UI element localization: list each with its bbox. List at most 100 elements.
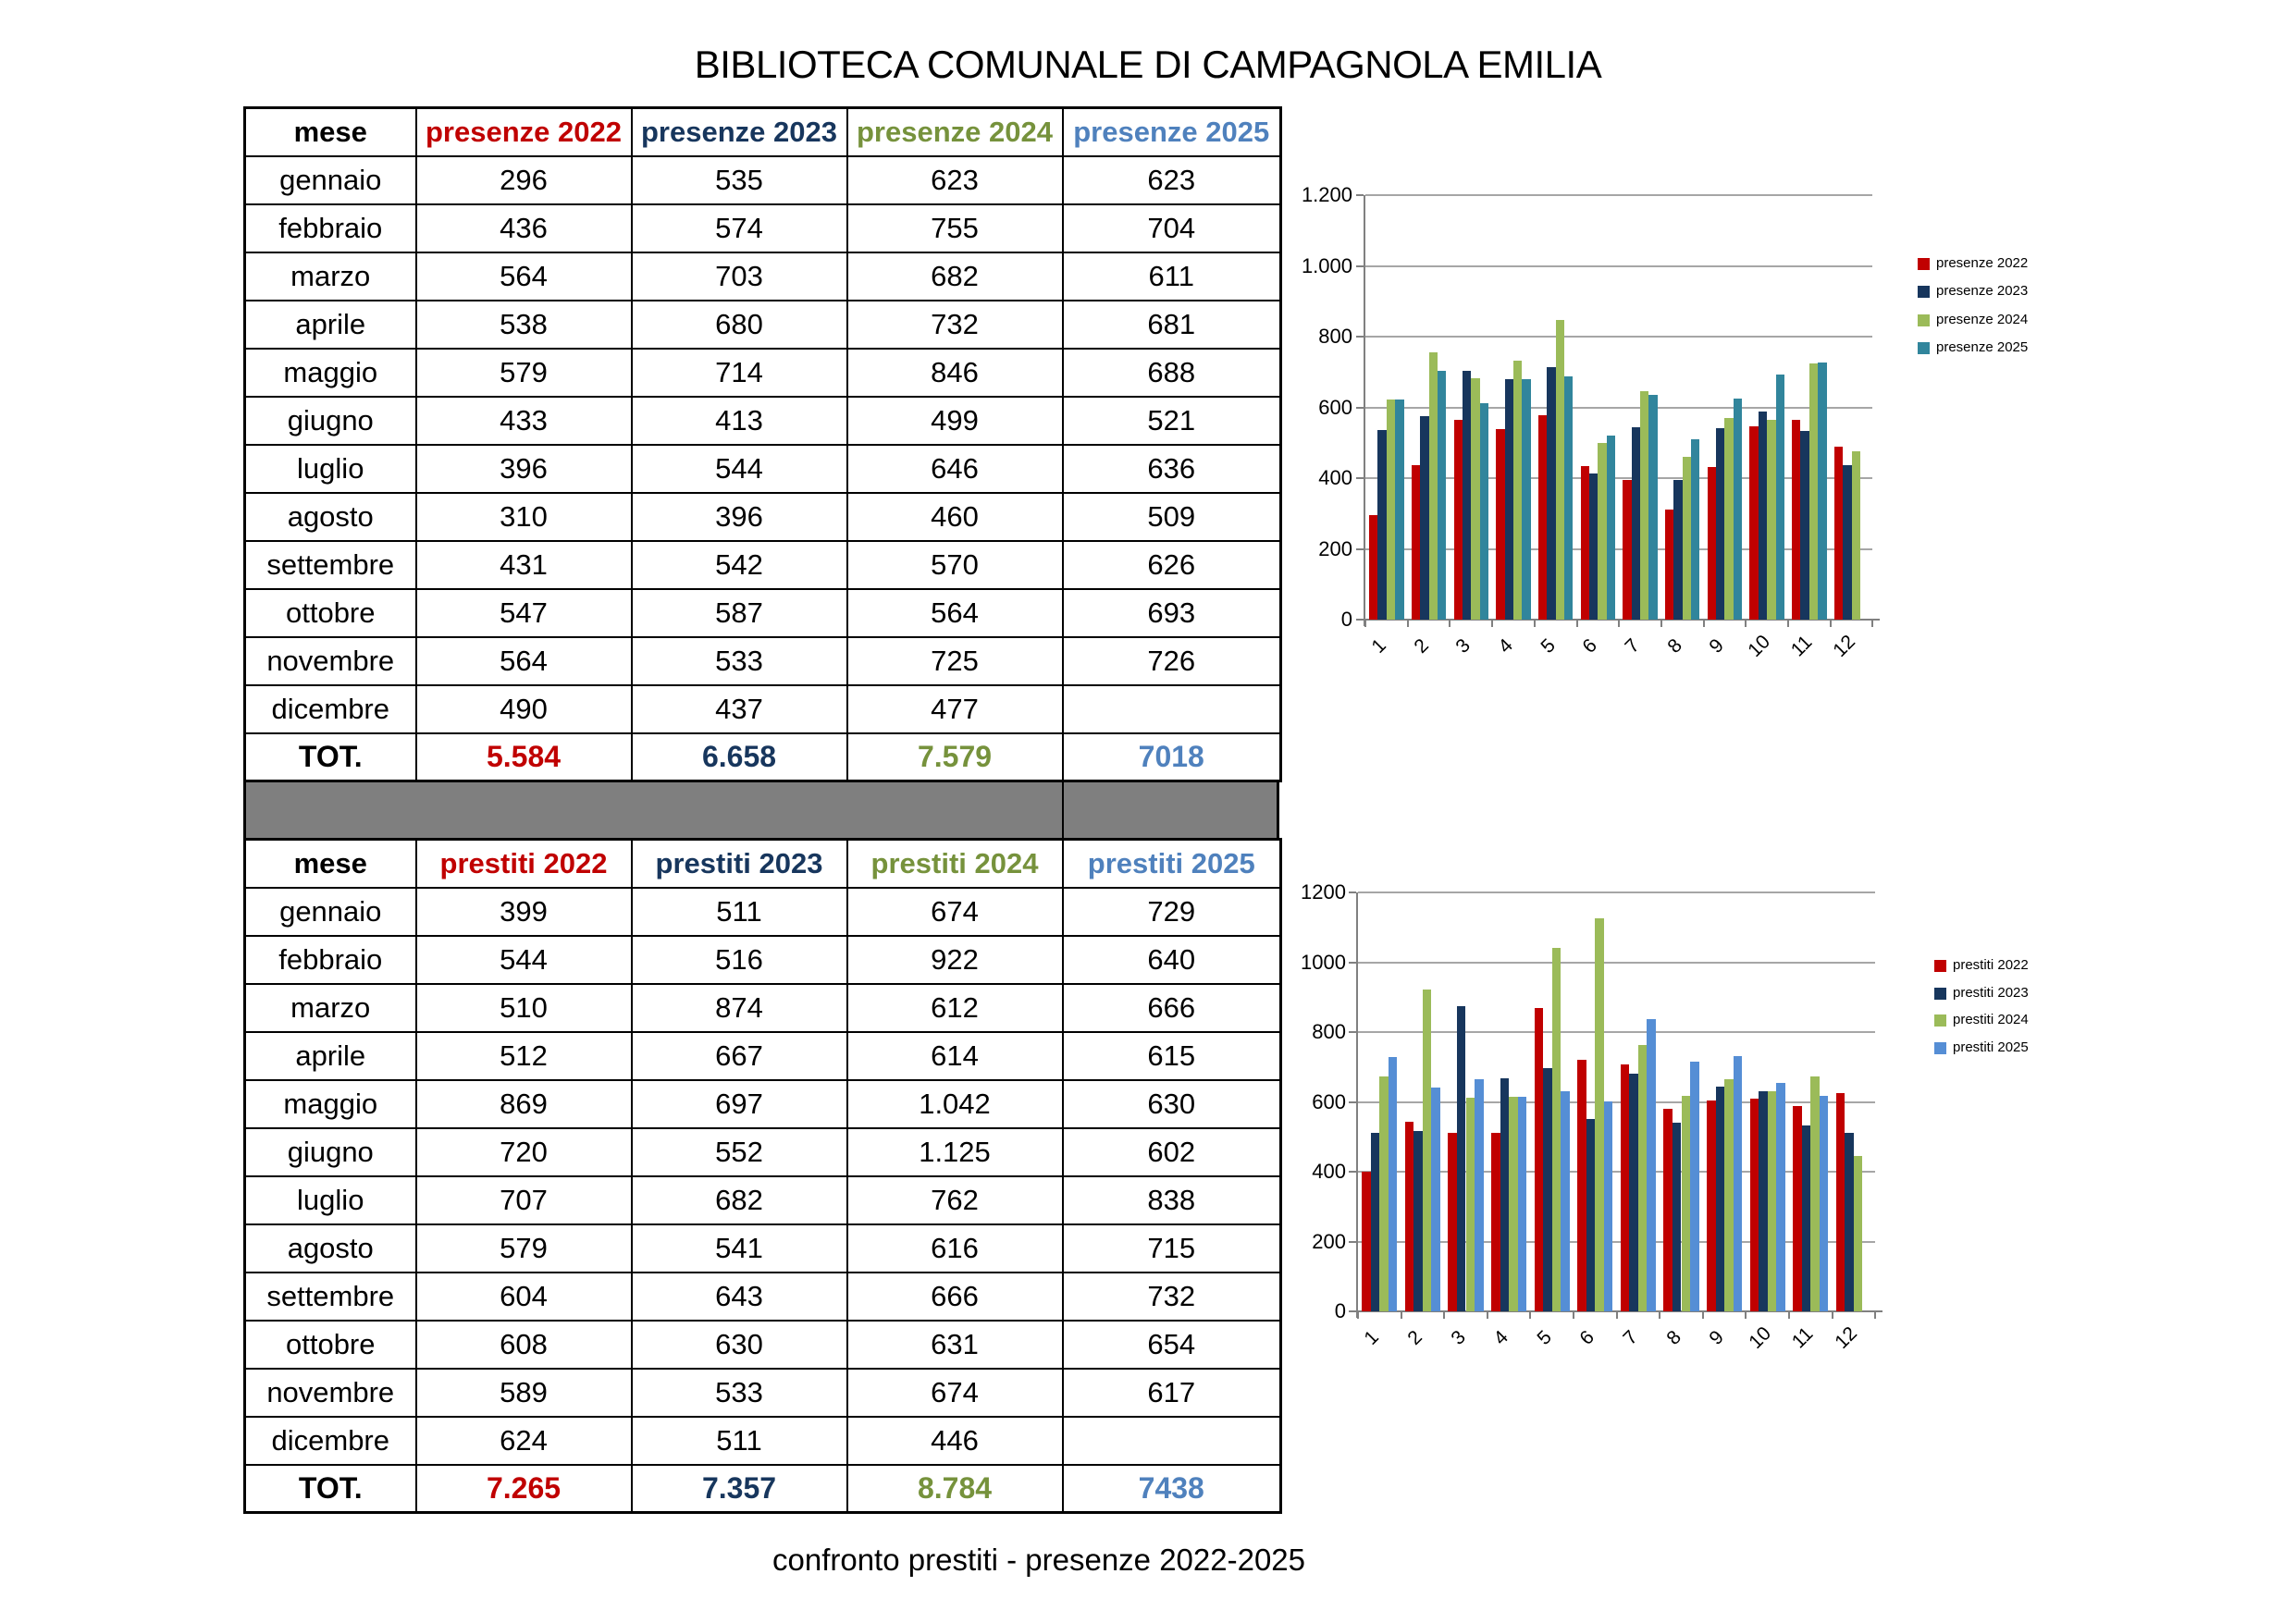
value-cell: 310: [414, 491, 633, 542]
page-title: BIBLIOTECA COMUNALE DI CAMPAGNOLA EMILIA: [694, 43, 1602, 86]
value-cell: 499: [846, 395, 1064, 446]
x-axis-category-label: 1: [1360, 1326, 1384, 1349]
value-cell: 674: [846, 886, 1064, 937]
bar-prestiti-2025-m7: [1647, 1018, 1656, 1311]
bar-presenze-2023-m1: [1377, 430, 1387, 620]
value-cell: 552: [630, 1126, 848, 1177]
table-prestiti: mese prestiti 2022 prestiti 2023 prestiti 2…: [243, 838, 1282, 1514]
bar-prestiti-2024-m12: [1853, 1155, 1863, 1311]
bar-presenze-2023-m4: [1504, 378, 1513, 620]
bar-prestiti-2023-m6: [1586, 1118, 1596, 1311]
value-cell: 704: [1061, 203, 1282, 253]
month-cell: novembre: [243, 635, 417, 686]
y-gridline: [1365, 194, 1873, 196]
month-cell: ottobre: [243, 1319, 417, 1370]
x-axis-category-label: 11: [1788, 1322, 1818, 1353]
bar-presenze-2024-m1: [1386, 399, 1396, 620]
legend-label: prestiti 2022: [1953, 957, 2029, 973]
bar-prestiti-2025-m1: [1388, 1056, 1398, 1311]
value-cell: 631: [846, 1319, 1064, 1370]
y-axis-tick-label: 0: [1340, 608, 1352, 631]
x-axis-category-label: 10: [1744, 1322, 1775, 1354]
y-axis-tick: [1349, 961, 1356, 964]
legend-label: prestiti 2023: [1953, 984, 2029, 1001]
bar-prestiti-2023-m1: [1370, 1133, 1380, 1311]
column-header: presenze 2023: [630, 106, 848, 157]
value-cell: 630: [1061, 1078, 1282, 1129]
total-value: 7.579: [846, 732, 1064, 782]
total-row: TOT. 7.265 7.357 8.784 7438: [243, 1463, 1282, 1514]
y-axis-tick-label: 800: [1318, 325, 1352, 348]
value-cell: 511: [630, 1415, 848, 1466]
value-cell: 608: [414, 1319, 633, 1370]
value-cell: 646: [846, 443, 1064, 494]
value-cell: 654: [1061, 1319, 1282, 1370]
y-axis-tick: [1356, 336, 1364, 338]
value-cell: 922: [846, 934, 1064, 985]
table-header-row: mese prestiti 2022 prestiti 2023 prestiti 2…: [243, 838, 1282, 889]
bar-presenze-2025-m5: [1564, 375, 1574, 620]
value-cell: 715: [1061, 1223, 1282, 1273]
bar-presenze-2024-m3: [1471, 378, 1480, 620]
value-cell: 413: [630, 395, 848, 446]
table-row: marzo 564 703 682 611: [243, 251, 1282, 301]
x-axis-tick: [1829, 620, 1832, 627]
column-header: presenze 2022: [414, 106, 633, 157]
y-axis-tick: [1356, 194, 1364, 196]
value-cell: 614: [846, 1030, 1064, 1081]
x-axis-tick: [1443, 1311, 1446, 1319]
month-cell: giugno: [243, 1126, 417, 1177]
month-cell: dicembre: [243, 683, 417, 734]
value-cell: 516: [630, 934, 848, 985]
legend-swatch-prestiti-2025: [1934, 1042, 1946, 1055]
value-cell: 643: [630, 1271, 848, 1322]
y-axis-tick: [1349, 1031, 1356, 1033]
table-row: aprile 512 667 614 615: [243, 1030, 1282, 1081]
y-axis-tick: [1349, 1310, 1356, 1312]
bar-prestiti-2025-m10: [1776, 1083, 1785, 1311]
total-value: 6.658: [630, 732, 848, 782]
y-gridline: [1365, 264, 1873, 267]
x-axis-category-label: 3: [1446, 1326, 1470, 1349]
value-cell: 446: [846, 1415, 1064, 1466]
bar-prestiti-2024-m3: [1465, 1097, 1475, 1311]
month-cell: agosto: [243, 491, 417, 542]
legend-label: prestiti 2024: [1953, 1012, 2029, 1028]
x-axis-tick: [1745, 1311, 1747, 1319]
month-cell: luglio: [243, 443, 417, 494]
y-axis-tick: [1349, 1171, 1356, 1173]
bar-presenze-2022-m8: [1665, 510, 1674, 620]
x-axis-tick: [1573, 1311, 1574, 1319]
total-value: 8.784: [846, 1463, 1064, 1514]
bar-presenze-2022-m1: [1369, 514, 1378, 620]
x-axis-tick: [1871, 620, 1874, 627]
value-cell: 564: [414, 635, 633, 686]
legend-label: prestiti 2025: [1953, 1039, 2029, 1056]
value-cell: 682: [846, 251, 1064, 301]
value-cell: 688: [1061, 347, 1282, 398]
bar-prestiti-2022-m1: [1362, 1172, 1371, 1311]
month-cell: ottobre: [243, 587, 417, 638]
bar-presenze-2024-m6: [1598, 443, 1607, 620]
legend-swatch-presenze-2023: [1918, 286, 1930, 299]
column-header: prestiti 2025: [1061, 838, 1282, 889]
y-axis-tick-label: 400: [1318, 466, 1352, 489]
bar-prestiti-2022-m7: [1620, 1064, 1630, 1311]
value-cell: 460: [846, 491, 1064, 542]
value-cell: 762: [846, 1174, 1064, 1225]
table-row: febbraio 544 516 922 640: [243, 934, 1282, 985]
column-header: presenze 2025: [1061, 106, 1282, 157]
bar-presenze-2023-m6: [1588, 473, 1599, 620]
x-axis-category-label: 2: [1403, 1326, 1426, 1349]
value-cell: 674: [846, 1367, 1064, 1418]
table-row: agosto 310 396 460 509: [243, 491, 1282, 542]
bar-prestiti-2025-m3: [1475, 1078, 1484, 1311]
value-cell: 726: [1061, 635, 1282, 686]
value-cell: 564: [414, 251, 633, 301]
total-label: TOT.: [243, 1463, 417, 1514]
total-value: 7.357: [630, 1463, 848, 1514]
table-row: luglio 707 682 762 838: [243, 1174, 1282, 1225]
bar-presenze-2022-m7: [1623, 479, 1632, 620]
total-value: 5.584: [414, 732, 633, 782]
